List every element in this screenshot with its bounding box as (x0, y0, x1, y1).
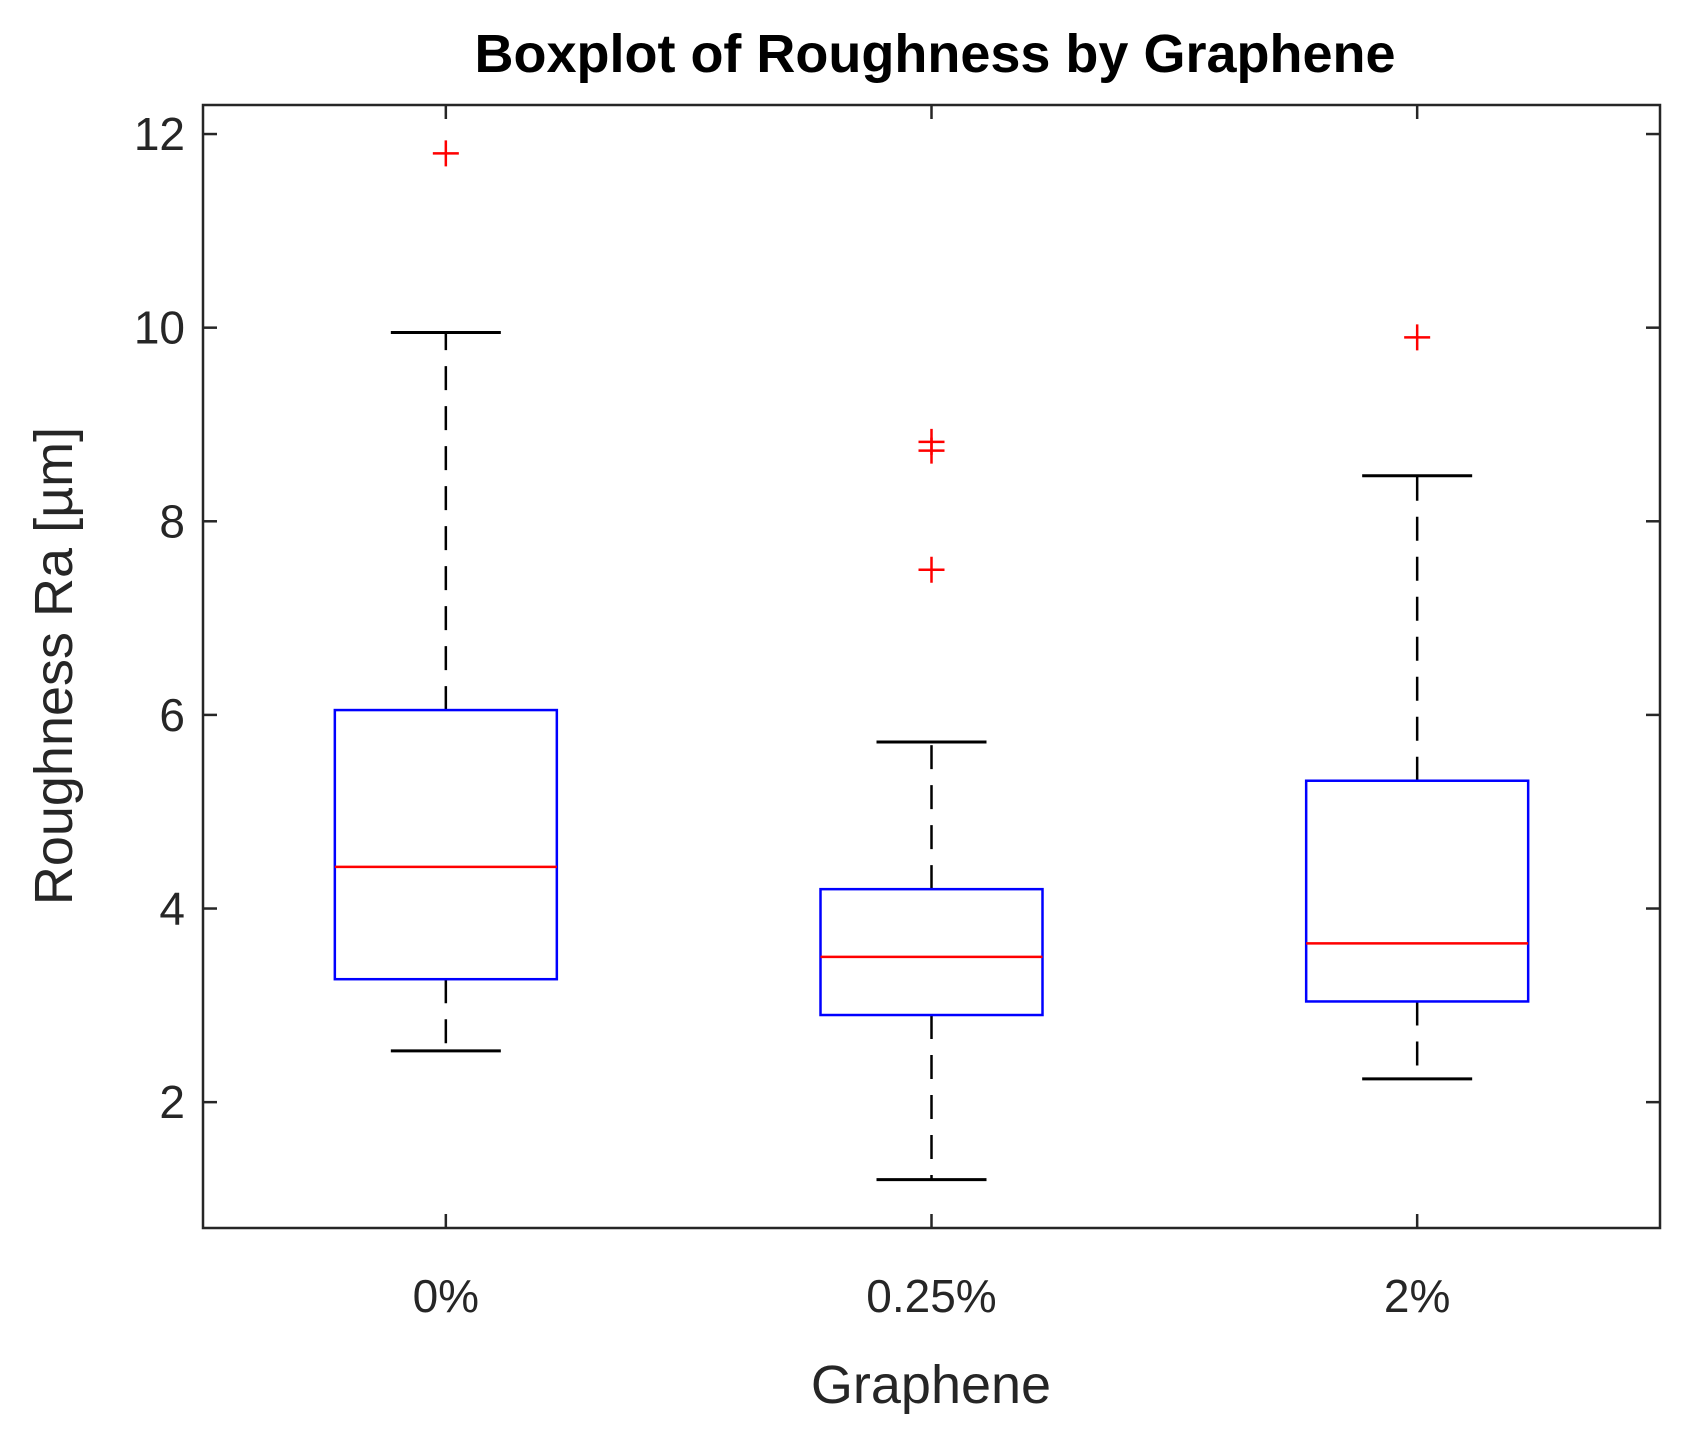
y-tick-label: 10 (134, 302, 185, 354)
y-tick-label: 12 (134, 108, 185, 160)
outlier-marker (432, 140, 459, 167)
x-tick-label: 0.25% (866, 1270, 996, 1322)
iqr-box (1304, 779, 1530, 1003)
iqr-box (819, 887, 1044, 1017)
chart-title: Boxplot of Roughness by Graphene (474, 24, 1395, 84)
y-tick-label: 8 (159, 495, 185, 547)
y-tick-label: 4 (159, 883, 185, 935)
x-axis-label: Graphene (811, 1355, 1051, 1415)
axis-layer: 2 4 6 8 10 12 0% 0.25% 2% (134, 105, 1660, 1322)
outlier-marker (1404, 324, 1431, 351)
outlier-marker (918, 556, 945, 583)
y-axis-label: Roughness Ra [µm] (24, 427, 84, 905)
plot-layer (333, 140, 1530, 1182)
y-tick-label: 2 (159, 1076, 185, 1128)
outlier-marker (918, 428, 945, 455)
x-tick-label: 2% (1384, 1270, 1450, 1322)
x-tick-label: 0% (413, 1270, 479, 1322)
y-tick-label: 6 (159, 689, 185, 741)
iqr-box (333, 708, 559, 981)
